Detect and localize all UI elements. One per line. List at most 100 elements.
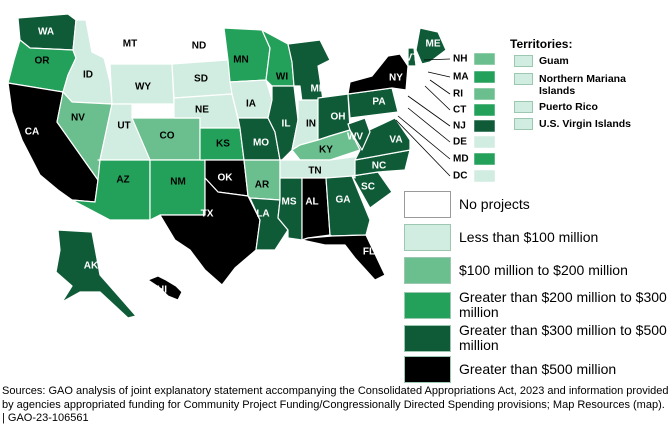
state-label-tx: TX bbox=[201, 209, 214, 220]
callout-line-ma bbox=[427, 71, 451, 78]
state-label-il: IL bbox=[282, 119, 291, 130]
state-label-ok: OK bbox=[218, 173, 234, 184]
state-label-ma: MA bbox=[453, 72, 469, 83]
state-label-nd: ND bbox=[192, 41, 206, 52]
legend-item-100m-to-200m: $100 million to $200 million bbox=[404, 257, 672, 284]
legend-swatch bbox=[404, 224, 451, 251]
state-label-mt: MT bbox=[123, 39, 137, 50]
state-me bbox=[415, 27, 447, 65]
state-label-la: LA bbox=[256, 209, 269, 220]
state-label-mn: MN bbox=[233, 55, 249, 66]
state-swatch-de bbox=[473, 135, 496, 149]
state-label-nv: NV bbox=[71, 113, 85, 124]
state-label-wa: WA bbox=[38, 27, 54, 38]
state-label-nm: NM bbox=[170, 177, 186, 188]
state-swatch-md bbox=[473, 152, 496, 166]
legend-item-greater-than-500m: Greater than $500 million bbox=[404, 356, 672, 383]
legend-item-no-projects: No projects bbox=[404, 191, 672, 218]
territory-swatch bbox=[514, 118, 533, 130]
legend-swatch bbox=[404, 324, 451, 352]
northeast-callouts: NH MA RI CT NJ DE MD DC bbox=[395, 52, 496, 183]
state-label-wi: WI bbox=[276, 72, 288, 83]
states-layer: WA OR CA ID NV MT WY UT AZ CO NM ND SD NE KS OK TX MN IA MO… bbox=[7, 13, 447, 319]
state-label-nc: NC bbox=[372, 161, 386, 172]
state-swatch-ct bbox=[473, 103, 496, 117]
territory-label: Northern Mariana Islands bbox=[539, 73, 626, 97]
state-label-co: CO bbox=[160, 131, 175, 142]
legend-item-300m-to-500m: Greater than $300 million to $500 millio… bbox=[404, 323, 672, 353]
state-label-ks: KS bbox=[216, 139, 230, 150]
callout-line-nj bbox=[407, 95, 451, 127]
callout-line-dc bbox=[395, 119, 451, 177]
state-label-sd: SD bbox=[194, 74, 208, 85]
state-label-mo: MO bbox=[253, 138, 269, 149]
legend-swatch bbox=[404, 257, 451, 284]
state-swatch-ma bbox=[473, 70, 496, 84]
territory-us-virgin-islands: U.S. Virgin Islands bbox=[514, 118, 639, 130]
state-label-ia: IA bbox=[246, 99, 256, 110]
state-label-in: IN bbox=[306, 119, 316, 130]
state-label-md: MD bbox=[453, 154, 469, 165]
territory-swatch bbox=[514, 73, 533, 85]
territory-label: U.S. Virgin Islands bbox=[539, 118, 631, 130]
territory-label: Puerto Rico bbox=[539, 101, 598, 113]
state-label-ms: MS bbox=[282, 197, 297, 208]
state-swatch-nh bbox=[473, 52, 496, 66]
callout-line-de bbox=[407, 107, 451, 143]
state-label-ct: CT bbox=[453, 105, 466, 116]
state-label-mi: MI bbox=[310, 84, 321, 95]
state-label-nj: NJ bbox=[453, 121, 466, 132]
state-label-id: ID bbox=[83, 70, 93, 81]
territory-guam: Guam bbox=[514, 55, 639, 67]
state-label-fl: FL bbox=[363, 247, 375, 258]
state-swatch-dc bbox=[473, 169, 496, 183]
state-label-va: VA bbox=[389, 135, 402, 146]
legend-label: No projects bbox=[459, 196, 530, 212]
territory-swatch bbox=[514, 55, 533, 67]
state-hi bbox=[147, 275, 183, 301]
state-label-ne: NE bbox=[195, 105, 209, 116]
state-label-ut: UT bbox=[117, 121, 130, 132]
callout-line-nh bbox=[423, 58, 451, 61]
legend-label: Greater than $200 million to $300 millio… bbox=[459, 289, 667, 320]
legend-swatch bbox=[404, 356, 451, 383]
state-label-oh: OH bbox=[331, 112, 346, 123]
callout-line-ri bbox=[429, 79, 451, 95]
state-label-sc: SC bbox=[361, 182, 375, 193]
legend-label: Less than $100 million bbox=[459, 229, 599, 245]
territory-label: Guam bbox=[539, 55, 569, 67]
state-label-ri: RI bbox=[453, 89, 463, 100]
state-label-tn: TN bbox=[308, 166, 321, 177]
state-fl bbox=[301, 234, 386, 281]
state-label-wy: WY bbox=[135, 82, 151, 93]
state-label-al: AL bbox=[305, 197, 318, 208]
state-label-ca: CA bbox=[25, 127, 39, 138]
legend-label: $100 million to $200 million bbox=[459, 262, 628, 278]
territory-swatch bbox=[514, 101, 533, 113]
legend-label: Greater than $300 million to $500 millio… bbox=[459, 322, 667, 353]
legend-item-200m-to-300m: Greater than $200 million to $300 millio… bbox=[404, 290, 672, 320]
state-nm bbox=[149, 159, 206, 221]
state-label-nh: NH bbox=[453, 54, 467, 65]
legend-label: Greater than $500 million bbox=[459, 361, 617, 377]
legend-swatch bbox=[404, 291, 451, 319]
state-label-pa: PA bbox=[372, 97, 385, 108]
state-label-vt: VT bbox=[406, 53, 419, 64]
state-label-me: ME bbox=[426, 39, 441, 50]
state-wv bbox=[347, 117, 371, 151]
state-swatch-ri bbox=[473, 87, 496, 101]
state-label-ga: GA bbox=[336, 195, 351, 206]
source-note: Sources: GAO analysis of joint explanato… bbox=[2, 385, 669, 424]
state-label-de: DE bbox=[453, 137, 467, 148]
state-label-ar: AR bbox=[255, 180, 270, 191]
state-ak bbox=[55, 229, 137, 319]
state-label-wv: WV bbox=[347, 132, 363, 143]
territories-title: Territories: bbox=[510, 37, 573, 51]
state-label-ky: KY bbox=[319, 145, 333, 156]
state-swatch-nj bbox=[473, 119, 496, 133]
callout-line-ct bbox=[424, 85, 451, 111]
legend-item-less-than-100m: Less than $100 million bbox=[404, 224, 672, 251]
state-label-dc: DC bbox=[453, 171, 467, 182]
state-label-hi: HI bbox=[157, 285, 167, 296]
